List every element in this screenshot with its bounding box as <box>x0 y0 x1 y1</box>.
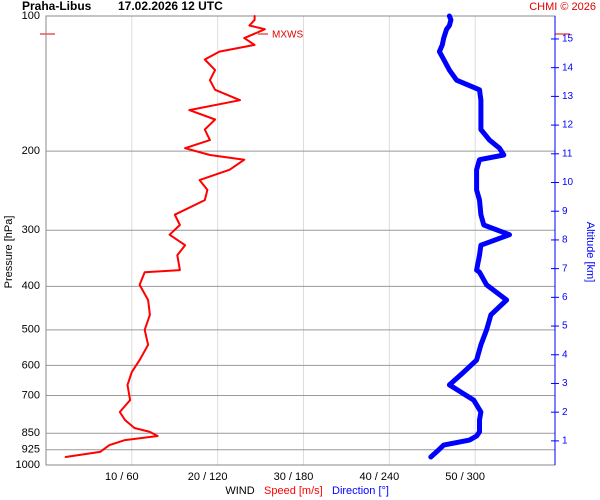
chart-title: Praha-Libus <box>22 0 92 13</box>
series-line <box>428 13 512 460</box>
y2-tick-label: 1 <box>562 436 568 447</box>
series-line <box>64 15 266 458</box>
x-tick-label: 30 / 180 <box>274 471 314 483</box>
annotation: MXWS <box>272 30 303 41</box>
x-tick-label: 50 / 300 <box>445 471 485 483</box>
legend-label: Direction [°] <box>332 485 389 497</box>
y-tick-label: 200 <box>22 145 40 157</box>
plot-frame <box>45 15 556 466</box>
y2-axis-label: Altitude [km] <box>584 222 596 283</box>
x-tick-label: 40 / 240 <box>359 471 399 483</box>
y2-tick-label: 11 <box>562 148 573 159</box>
chart-subtitle: 17.02.2026 12 UTC <box>118 0 223 13</box>
y2-tick-label: 4 <box>562 349 568 360</box>
x-axis-label: WIND <box>225 485 254 497</box>
y2-tick-label: 10 <box>562 177 574 188</box>
x-tick-label: 20 / 120 <box>188 471 228 483</box>
y2-tick-label: 12 <box>562 120 574 131</box>
y-tick-label: 300 <box>22 224 40 236</box>
y-tick-label: 850 <box>22 427 40 439</box>
y-tick-label: 1000 <box>16 459 40 471</box>
y2-tick-label: 8 <box>562 235 568 246</box>
x-tick-label: 10 / 60 <box>105 471 139 483</box>
credit: CHMI © 2026 <box>529 1 596 13</box>
y2-tick-label: 9 <box>562 206 568 217</box>
y-tick-label: 700 <box>22 389 40 401</box>
y2-tick-label: 13 <box>562 91 574 102</box>
y-tick-label: 500 <box>22 324 40 336</box>
y-tick-label: 600 <box>22 359 40 371</box>
y2-tick-label: 6 <box>562 292 568 303</box>
y2-tick-label: 3 <box>562 378 568 389</box>
y-tick-label: 925 <box>22 444 40 456</box>
y-axis-label: Pressure [hPa] <box>3 216 15 289</box>
y2-tick-label: 2 <box>562 407 568 418</box>
legend-label: Speed [m/s] <box>264 485 323 497</box>
y2-tick-label: 7 <box>562 263 568 274</box>
y-tick-label: 400 <box>22 280 40 292</box>
y2-tick-label: 15 <box>562 34 574 45</box>
y-tick-label: 100 <box>22 10 40 22</box>
y2-tick-label: 5 <box>562 321 568 332</box>
y2-tick-label: 14 <box>562 62 574 73</box>
